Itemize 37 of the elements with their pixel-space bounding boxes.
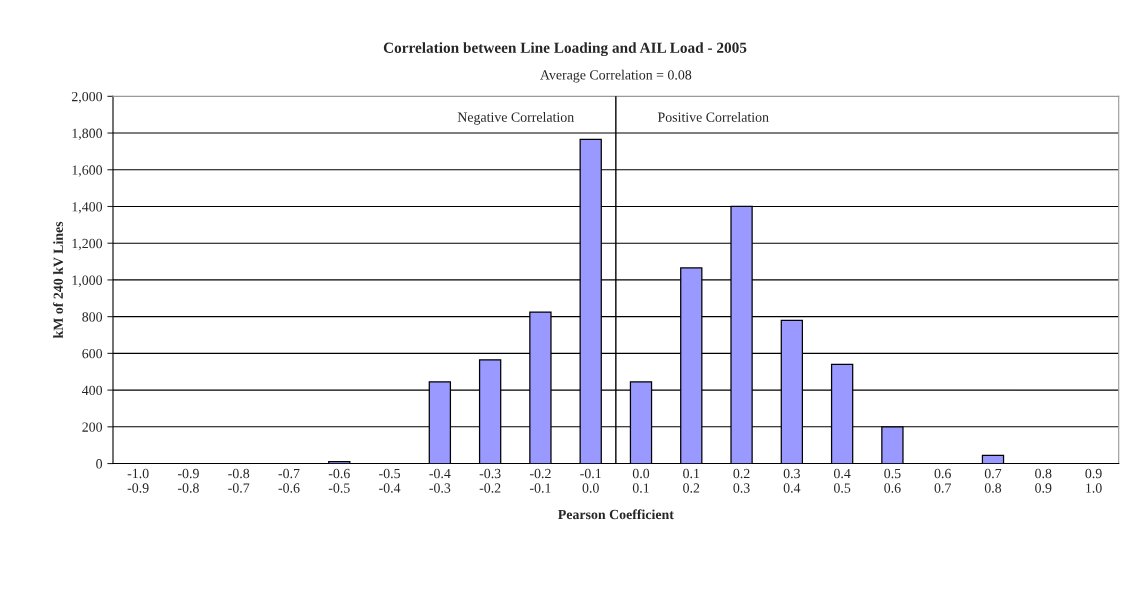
x-tick-label: 0.2 0.3 [733,468,750,493]
x-tick-label: -0.4 -0.3 [429,468,451,493]
y-tick-label: 0 [96,459,103,469]
x-tick-label: 0.3 0.4 [783,468,801,493]
y-tick-label: 400 [82,385,103,396]
y-tick-label: 1,000 [72,275,103,287]
x-tick-label: 0.4 0.5 [833,468,851,493]
x-tick-label: 0.0 0.1 [632,468,650,493]
y-tick-label: 1,400 [72,202,103,214]
x-tick-label: 0.5 0.6 [884,468,901,493]
x-tick-label: -0.8 -0.7 [228,468,250,493]
x-tick-label: 0.9 1.0 [1085,468,1102,493]
x-tick-label: -1.0 -0.9 [127,468,149,493]
x-tick-label: 0.7 0.8 [984,468,1002,493]
y-tick-label: 1,200 [72,238,103,251]
text: Average Correlation = 0.08 [540,69,692,83]
x-tick-label: -0.5 -0.4 [379,468,401,493]
annotation: Negative Correlation [457,112,574,125]
x-tick-label: -0.6 -0.5 [328,468,350,493]
y-tick-label: 2,000 [71,91,103,104]
y-tick-label: 600 [82,348,103,359]
chart-title: Correlation between Line Loading and AIL Load - 2005 [383,42,747,57]
x-axis-title: Pearson Coefficient [558,509,674,520]
x-tick-label: -0.7 -0.6 [278,468,300,493]
y-tick-label: 1,600 [72,165,103,177]
x-tick-label: 0.1 0.2 [683,468,700,493]
y-tick-label: 1,800 [72,128,103,140]
x-tick-label: -0.3 -0.2 [479,468,501,493]
y-tick-label: 200 [82,422,103,432]
annotation: Positive Correlation [657,112,769,122]
x-tick-label: 0.6 0.7 [934,468,951,493]
x-tick-label: -0.2 -0.1 [529,468,551,493]
x-tick-label: 0.8 0.9 [1035,468,1052,493]
y-tick-label: 800 [82,312,103,322]
x-tick-label: -0.9 -0.8 [177,468,199,493]
y-axis-title: kM of 240 kV Lines [53,221,64,339]
x-tick-label: -0.1 0.0 [580,468,601,493]
